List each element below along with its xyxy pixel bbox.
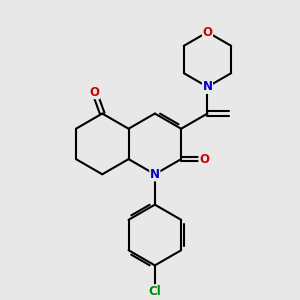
Text: O: O <box>199 153 209 166</box>
Text: O: O <box>89 85 100 99</box>
Text: Cl: Cl <box>148 285 161 298</box>
Text: N: N <box>150 168 160 181</box>
Text: N: N <box>202 80 212 93</box>
Text: O: O <box>202 26 212 39</box>
